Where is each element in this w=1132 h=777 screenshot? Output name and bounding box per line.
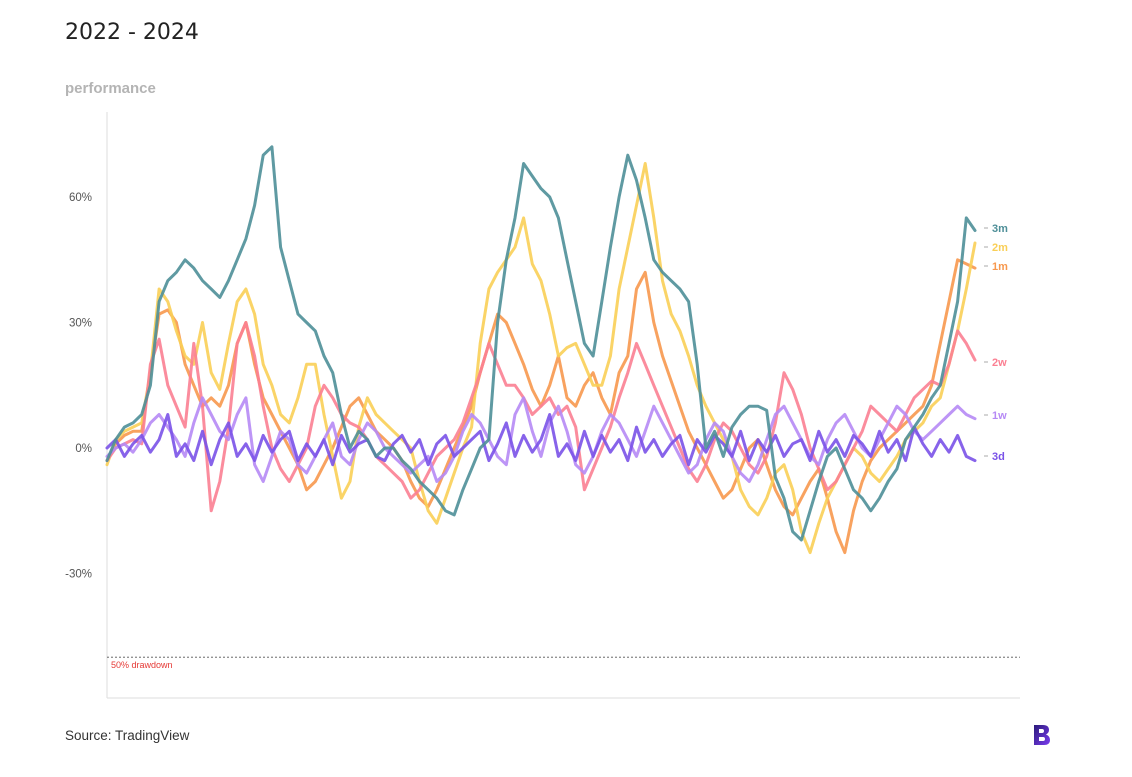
series-line-2m [105, 162, 977, 555]
series-line-3d [105, 413, 977, 467]
chart-subtitle: performance [65, 80, 156, 97]
series-line-1w [105, 396, 977, 483]
y-tick-label: 30% [69, 318, 92, 330]
end-label-3d: 3d [992, 451, 1005, 463]
series-line-2w [105, 321, 977, 513]
end-label-1m: 1m [992, 261, 1008, 273]
end-label-2m: 2m [992, 242, 1008, 254]
brand-logo-icon [1034, 725, 1050, 745]
end-label-1w: 1w [992, 410, 1007, 422]
drawdown-label: 50% drawdown [111, 660, 173, 670]
end-label-2w: 2w [992, 357, 1007, 369]
y-tick-label: -30% [65, 569, 92, 581]
chart-title: 2022 - 2024 [65, 20, 199, 45]
series-line-3m [105, 145, 977, 542]
end-label-3m: 3m [992, 223, 1008, 235]
y-tick-label: 0% [75, 443, 92, 455]
y-tick-label: 60% [69, 192, 92, 204]
source-note: Source: TradingView [65, 728, 190, 743]
